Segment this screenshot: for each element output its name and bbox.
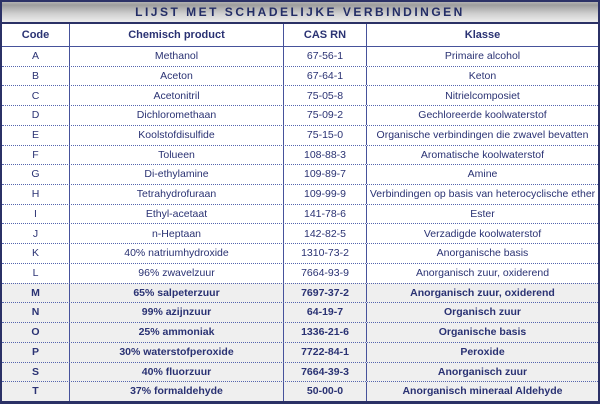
cell-code: M [2,283,70,303]
cell-product: Tolueen [70,145,284,165]
table-row: H Tetrahydrofuraan 109-99-9 Verbindingen op… [2,184,598,204]
table-row: K 40% natriumhydroxide 1310-73-2 Anorganisc… [2,243,598,263]
cell-klasse: Anorganisch zuur, oxiderend [415,267,550,280]
cell-cas: 108-88-3 [284,145,367,165]
cell-cas: 64-19-7 [284,303,367,323]
cell-klasse: Gechloreerde koolwaterstof [418,109,547,122]
table-row: T 37% formaldehyde 50-00-0 Anorganisch mine… [2,381,598,401]
table-row: G Di-ethylamine 109-89-7 Amine [2,164,598,185]
table-row: M 65% salpeterzuur 7697-37-2 Anorganisch zu… [2,282,598,303]
cell-code: S [2,362,70,382]
table-body: A Methanol 67-56-1 Primaire alcohol B Aceton 6… [2,47,598,401]
cell-product: 25% ammoniak [70,323,284,342]
cell-code: H [2,185,70,204]
cell-klasse: Organische basis [438,326,527,339]
cell-cas: 67-64-1 [284,66,367,86]
cell-product: Tetrahydrofuraan [70,185,284,204]
cell-code: L [2,263,70,283]
cell-code: T [2,382,70,401]
cell-klasse: Aromatische koolwaterstof [420,148,545,161]
table-title-bar: LIJST MET SCHADELIJKE VERBINDINGEN [2,2,598,24]
cell-cas: 75-05-8 [284,86,367,106]
table-row: P 30% waterstofperoxide 7722-84-1 Peroxide [2,341,598,362]
cell-product: Aceton [70,66,284,86]
table-header-row: Code Chemisch product CAS RN Klasse [2,24,598,47]
cell-klasse: Verzadigde koolwaterstof [423,227,542,240]
cell-cas: 141-78-6 [284,204,367,224]
cell-klasse: Keton [468,69,497,82]
cell-code: C [2,86,70,106]
cell-product: 96% zwavelzuur [70,263,284,283]
table-row: S 40% fluorzuur 7664-39-3 Anorganisch zuur [2,361,598,382]
cell-cas: 7697-37-2 [284,283,367,303]
cell-klasse: Amine [467,168,498,181]
cell-code: J [2,224,70,244]
column-header-klasse: Klasse [464,28,501,41]
cell-cas: 7664-93-9 [284,263,367,283]
column-header-product: Chemisch product [70,24,284,46]
cell-cas: 67-56-1 [284,47,367,66]
cell-product: 65% salpeterzuur [70,283,284,303]
cell-cas: 7664-39-3 [284,362,367,382]
cell-product: n-Heptaan [70,224,284,244]
cell-klasse: Peroxide [460,345,505,358]
cell-klasse: Anorganisch mineraal Aldehyde [402,385,563,398]
cell-cas: 50-00-0 [284,382,367,401]
cell-product: 30% waterstofperoxide [70,342,284,362]
table-row: I Ethyl-acetaat 141-78-6 Ester [2,203,598,224]
table-row: D Dichloromethaan 75-09-2 Gechloreerde kool… [2,105,598,125]
column-header-cas: CAS RN [284,24,367,46]
cell-code: F [2,145,70,165]
cell-klasse: Anorganisch zuur, oxiderend [410,286,555,299]
cell-code: B [2,66,70,86]
cell-code: K [2,244,70,263]
cell-code: E [2,125,70,145]
cell-code: O [2,323,70,342]
cell-code: A [2,47,70,66]
cell-code: D [2,106,70,125]
cell-klasse: Primaire alcohol [444,50,521,63]
table-row: B Aceton 67-64-1 Keton [2,65,598,86]
table-row: N 99% azijnzuur 64-19-7 Organisch zuur [2,302,598,323]
cell-cas: 109-89-7 [284,165,367,185]
cell-klasse: Anorganisch zuur [437,365,528,378]
cell-product: Methanol [70,47,284,66]
cell-product: 99% azijnzuur [70,303,284,323]
cell-cas: 1310-73-2 [284,244,367,263]
table-row: L 96% zwavelzuur 7664-93-9 Anorganisch zuur… [2,262,598,283]
cell-code: N [2,303,70,323]
cell-code: P [2,342,70,362]
cell-product: Di-ethylamine [70,165,284,185]
table-row: F Tolueen 108-88-3 Aromatische koolwatersto… [2,144,598,165]
cell-klasse: Anorganische basis [436,247,529,260]
cell-cas: 75-09-2 [284,106,367,125]
cell-product: 40% fluorzuur [70,362,284,382]
table-title: LIJST MET SCHADELIJKE VERBINDINGEN [135,5,465,19]
cell-product: Dichloromethaan [70,106,284,125]
cell-product: Acetonitril [70,86,284,106]
cell-cas: 1336-21-6 [284,323,367,342]
cell-product: 37% formaldehyde [70,382,284,401]
cell-code: G [2,165,70,185]
cell-klasse: Organische verbindingen die zwavel bevat… [376,128,589,141]
cell-product: 40% natriumhydroxide [70,244,284,263]
table-row: C Acetonitril 75-05-8 Nitrielcomposiet [2,85,598,106]
cell-klasse: Nitrielcomposiet [445,89,520,102]
cell-klasse: Organisch zuur [443,306,521,319]
cell-product: Koolstofdisulfide [70,125,284,145]
cell-cas: 7722-84-1 [284,342,367,362]
cell-code: I [2,204,70,224]
cell-cas: 109-99-9 [284,185,367,204]
cell-klasse: Ester [470,207,495,220]
cell-cas: 142-82-5 [284,224,367,244]
table-row: E Koolstofdisulfide 75-15-0 Organische verb… [2,124,598,145]
cell-cas: 75-15-0 [284,125,367,145]
table-row: A Methanol 67-56-1 Primaire alcohol [2,47,598,66]
cell-klasse: Verbindingen op basis van heterocyclisch… [369,188,596,201]
table-row: O 25% ammoniak 1336-21-6 Organische basis [2,322,598,342]
column-header-code: Code [2,24,70,46]
cell-product: Ethyl-acetaat [70,204,284,224]
